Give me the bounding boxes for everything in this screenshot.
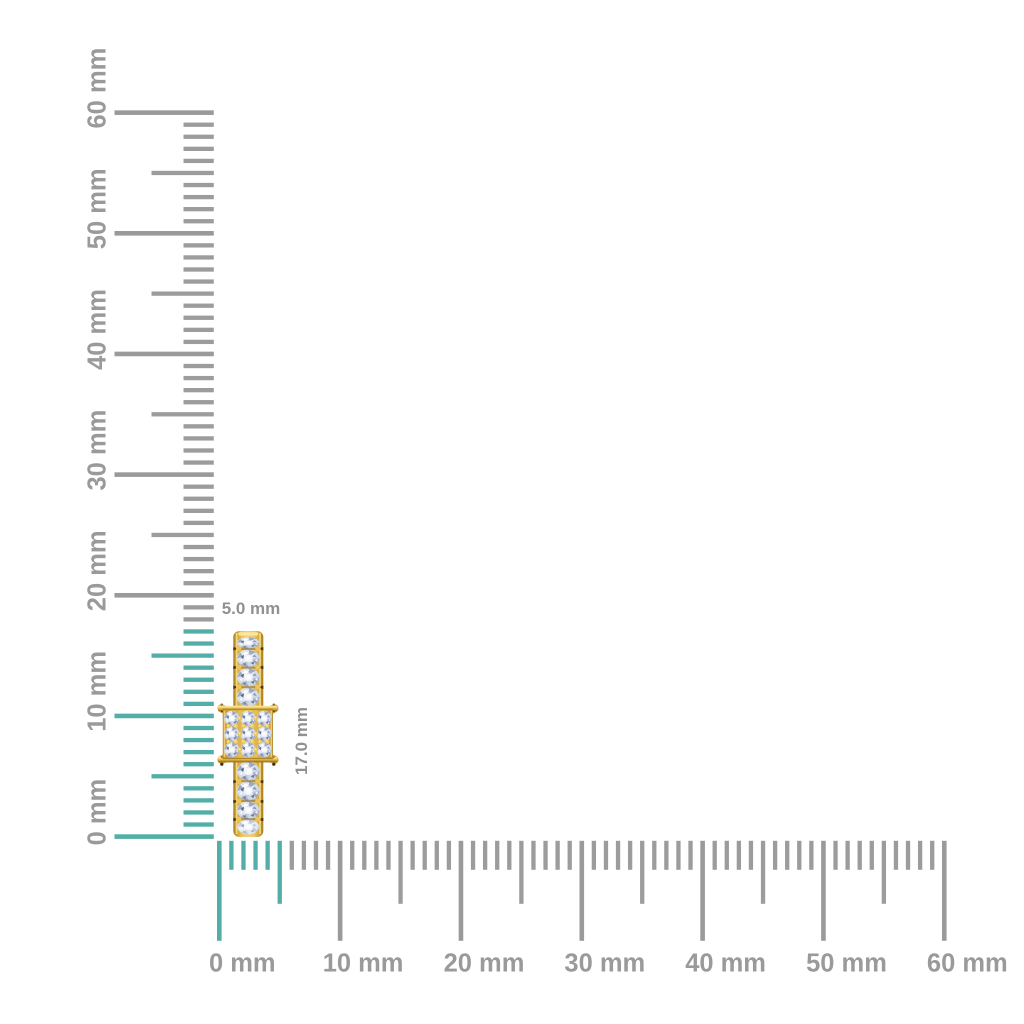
svg-text:50 mm: 50 mm [806,950,887,978]
svg-text:40 mm: 40 mm [685,950,766,978]
svg-text:10 mm: 10 mm [84,651,112,732]
svg-text:30 mm: 30 mm [84,410,112,491]
svg-text:10 mm: 10 mm [323,950,404,978]
svg-text:0 mm: 0 mm [209,950,276,978]
svg-text:40 mm: 40 mm [84,289,112,370]
svg-text:60 mm: 60 mm [84,48,112,129]
svg-text:20 mm: 20 mm [444,950,525,978]
svg-text:17.0 mm: 17.0 mm [292,707,311,775]
svg-text:50 mm: 50 mm [84,168,112,249]
svg-text:60 mm: 60 mm [927,950,1008,978]
svg-text:20 mm: 20 mm [84,530,112,611]
svg-text:5.0 mm: 5.0 mm [222,599,281,618]
svg-text:30 mm: 30 mm [564,950,645,978]
svg-text:0 mm: 0 mm [84,779,112,846]
